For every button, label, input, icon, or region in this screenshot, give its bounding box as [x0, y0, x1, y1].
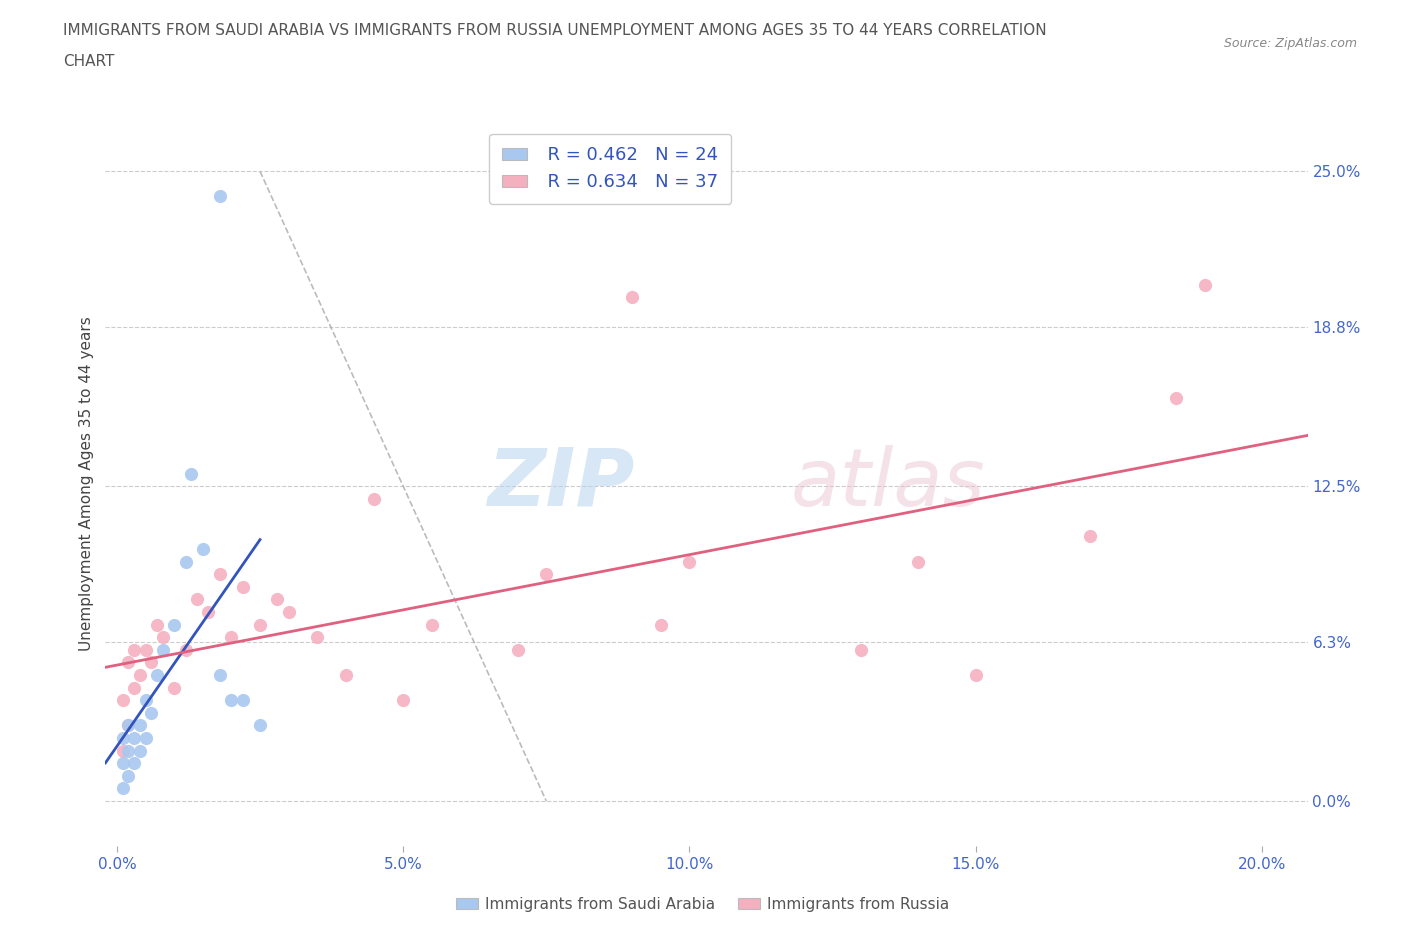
Point — [111, 693, 134, 708]
Point — [135, 643, 157, 658]
Point — [146, 618, 169, 632]
Point — [208, 189, 231, 204]
Point — [392, 693, 415, 708]
Point — [208, 668, 231, 683]
Point — [277, 604, 299, 619]
Point — [141, 705, 163, 720]
Point — [232, 693, 254, 708]
Point — [1194, 277, 1216, 292]
Point — [174, 643, 197, 658]
Point — [174, 554, 197, 569]
Point — [266, 592, 288, 607]
Point — [335, 668, 357, 683]
Text: CHART: CHART — [63, 54, 115, 69]
Point — [152, 643, 174, 658]
Point — [117, 768, 139, 783]
Text: atlas: atlas — [790, 445, 986, 523]
Point — [117, 718, 139, 733]
Point — [122, 680, 145, 695]
Text: IMMIGRANTS FROM SAUDI ARABIA VS IMMIGRANTS FROM RUSSIA UNEMPLOYMENT AMONG AGES 3: IMMIGRANTS FROM SAUDI ARABIA VS IMMIGRAN… — [63, 23, 1047, 38]
Point — [186, 592, 208, 607]
Point — [111, 781, 134, 796]
Point — [163, 618, 186, 632]
Point — [117, 743, 139, 758]
Text: Source: ZipAtlas.com: Source: ZipAtlas.com — [1223, 37, 1357, 50]
Point — [122, 643, 145, 658]
Point — [965, 668, 987, 683]
Point — [128, 718, 150, 733]
Point — [122, 731, 145, 746]
Point — [117, 718, 139, 733]
Point — [534, 567, 557, 582]
Point — [117, 655, 139, 670]
Point — [249, 618, 271, 632]
Point — [849, 643, 872, 658]
Point — [152, 630, 174, 644]
Text: ZIP: ZIP — [486, 445, 634, 523]
Point — [907, 554, 929, 569]
Point — [1164, 391, 1187, 405]
Point — [221, 630, 243, 644]
Point — [221, 693, 243, 708]
Point — [141, 655, 163, 670]
Point — [363, 491, 385, 506]
Point — [249, 718, 271, 733]
Point — [111, 731, 134, 746]
Point — [420, 618, 443, 632]
Point — [146, 668, 169, 683]
Legend:   R = 0.462   N = 24,   R = 0.634   N = 37: R = 0.462 N = 24, R = 0.634 N = 37 — [489, 134, 731, 204]
Point — [197, 604, 219, 619]
Point — [135, 693, 157, 708]
Legend: Immigrants from Saudi Arabia, Immigrants from Russia: Immigrants from Saudi Arabia, Immigrants… — [450, 891, 956, 918]
Point — [111, 756, 134, 771]
Point — [191, 541, 214, 556]
Point — [163, 680, 186, 695]
Y-axis label: Unemployment Among Ages 35 to 44 years: Unemployment Among Ages 35 to 44 years — [79, 316, 94, 651]
Point — [128, 668, 150, 683]
Point — [135, 731, 157, 746]
Point — [650, 618, 672, 632]
Point — [208, 567, 231, 582]
Point — [621, 290, 644, 305]
Point — [111, 743, 134, 758]
Point — [122, 756, 145, 771]
Point — [180, 466, 202, 481]
Point — [678, 554, 700, 569]
Point — [506, 643, 529, 658]
Point — [128, 743, 150, 758]
Point — [232, 579, 254, 594]
Point — [1078, 529, 1101, 544]
Point — [307, 630, 329, 644]
